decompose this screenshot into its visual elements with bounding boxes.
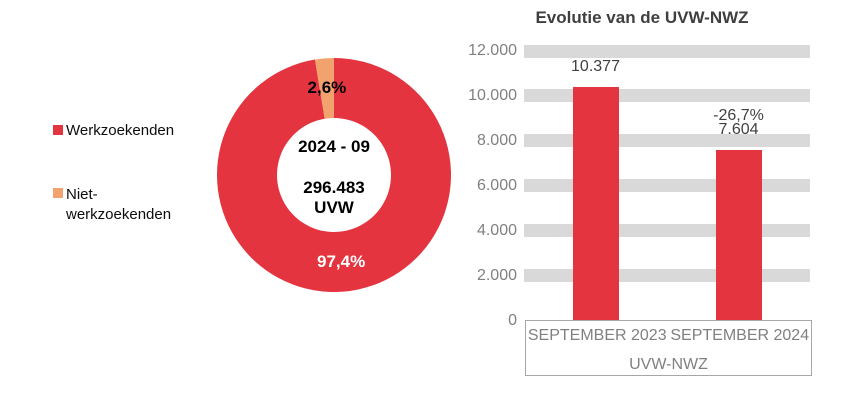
bar-value-label-line: 7.604	[718, 120, 759, 138]
bar-value-label-line: -26,7%	[713, 106, 764, 124]
gridline-band-12000	[524, 44, 810, 58]
gridline-band-2000	[524, 269, 810, 283]
slice-percent-label-niet-werkzoekenden: 2,6%	[307, 78, 347, 98]
donut-chart: 2024 - 09 296.483 UVW 97,4% 2,6%	[216, 57, 452, 293]
legend-item-werkzoekenden: Werkzoekenden	[53, 122, 184, 139]
y-axis-tick-label-10000: 10.000	[468, 86, 517, 104]
bar-september-2023	[572, 87, 619, 321]
bar-value-label-september-2024: -26,7% 7.604	[713, 106, 764, 138]
y-axis-tick-label-4000: 4.000	[476, 221, 517, 239]
bar-chart-section: Evolutie van de UVW-NWZ 0 2.000 4.000 6.000…	[455, 0, 860, 416]
category-label-september-2024: SEPTEMBER 2024	[670, 327, 810, 344]
legend-item-niet-werkzoekenden: Niet-werkzoekenden	[53, 185, 184, 225]
donut-slice-niet-werkzoekenden	[314, 58, 334, 119]
gridline-band-6000	[524, 179, 810, 193]
gridline-band-10000	[524, 89, 810, 103]
donut-center-period: 2024 - 09	[298, 137, 370, 156]
gridline-band-8000	[524, 134, 810, 148]
bar-september-2024	[715, 149, 762, 321]
y-axis-tick-label-0: 0	[508, 311, 517, 329]
y-axis-tick-label-12000: 12.000	[468, 42, 517, 59]
legend-color-swatch-niet-werkzoekenden	[53, 188, 63, 198]
bar-value-label-september-2023: 10.377	[571, 58, 620, 76]
bar-value-label-line: 10.377	[571, 58, 620, 76]
bar-chart-title: Evolutie van de UVW-NWZ	[535, 8, 749, 27]
legend-label-niet-werkzoekenden: Niet-werkzoekenden	[66, 186, 172, 223]
y-axis-tick-label-8000: 8.000	[476, 131, 517, 149]
donut-rings	[217, 58, 451, 292]
donut-slice-werkzoekenden	[217, 58, 451, 292]
category-axis-box: SEPTEMBER 2023 SEPTEMBER 2024 UVW-NWZ	[525, 320, 812, 376]
slice-percent-label-werkzoekenden: 97,4%	[316, 251, 366, 271]
legend-label-werkzoekenden: Werkzoekenden	[66, 122, 175, 139]
category-axis-row: SEPTEMBER 2023 SEPTEMBER 2024	[526, 321, 811, 344]
category-label-september-2023: SEPTEMBER 2023	[527, 327, 667, 344]
y-axis-tick-label-6000: 6.000	[476, 176, 517, 194]
category-group-label: UVW-NWZ	[629, 356, 708, 373]
y-axis-tick-label-2000: 2.000	[476, 266, 517, 284]
donut-center-value: 296.483	[303, 178, 365, 197]
donut-center-unit: UVW	[314, 198, 354, 217]
legend-color-swatch-werkzoekenden	[53, 125, 63, 135]
gridline-band-4000	[524, 224, 810, 238]
